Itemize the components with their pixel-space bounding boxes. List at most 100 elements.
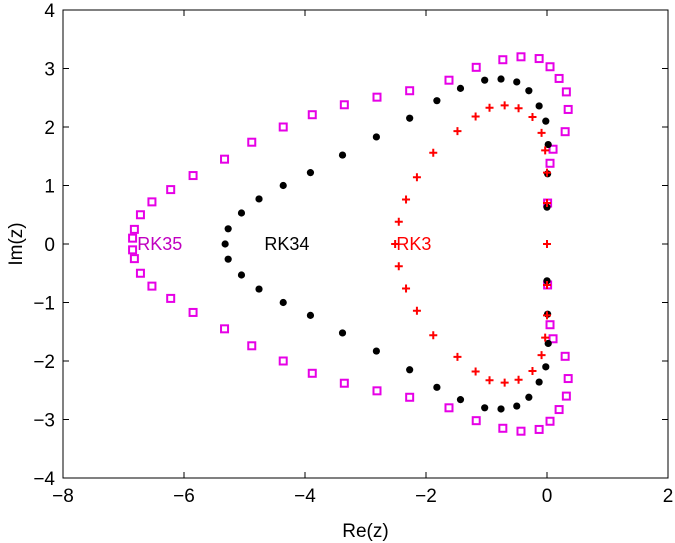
x-tick-label: −6 — [173, 486, 195, 507]
data-point — [128, 245, 138, 255]
data-point — [279, 181, 287, 190]
y-tick-label: 1 — [44, 177, 55, 198]
x-tick-label: 0 — [542, 486, 553, 507]
data-point — [412, 173, 421, 182]
x-tick-label: 2 — [663, 486, 674, 507]
data-point — [444, 403, 454, 413]
data-point — [561, 391, 571, 401]
data-point — [433, 97, 441, 105]
data-point — [135, 268, 145, 278]
data-point — [537, 128, 546, 137]
data-point — [278, 356, 288, 366]
data-point — [485, 103, 494, 112]
data-point — [563, 104, 573, 114]
data-point — [306, 169, 315, 177]
data-point — [456, 84, 465, 92]
data-point — [543, 311, 551, 320]
data-point — [247, 137, 257, 147]
data-point — [224, 255, 232, 263]
data-point — [188, 307, 198, 317]
data-point — [500, 101, 509, 110]
data-point — [307, 368, 317, 378]
data-point — [147, 197, 157, 207]
data-point — [548, 144, 558, 154]
data-point — [405, 86, 415, 96]
data-point — [543, 168, 551, 177]
y-tick-label: 3 — [44, 60, 55, 81]
data-point — [372, 347, 380, 355]
data-point — [554, 405, 564, 415]
data-point — [554, 73, 564, 83]
data-point — [498, 423, 508, 433]
data-point — [542, 117, 550, 125]
data-point — [545, 62, 555, 72]
data-point — [338, 329, 347, 337]
data-point — [516, 52, 526, 62]
data-point — [255, 285, 263, 293]
data-point — [535, 102, 543, 110]
data-point — [543, 240, 551, 248]
data-point — [560, 127, 570, 137]
data-point — [534, 424, 544, 434]
x-tick-label: −8 — [52, 486, 74, 507]
data-point — [391, 240, 400, 248]
data-point — [471, 367, 480, 376]
annotation-rk34: RK34 — [264, 234, 309, 254]
data-point — [339, 100, 349, 110]
data-point — [237, 209, 246, 217]
data-point — [129, 224, 139, 234]
data-point — [481, 404, 489, 412]
data-point — [220, 154, 230, 164]
data-point — [516, 426, 526, 436]
x-tick-label: −4 — [294, 486, 316, 507]
data-point — [135, 210, 145, 220]
data-point — [561, 87, 571, 97]
data-point — [247, 341, 257, 351]
data-point — [471, 416, 481, 426]
data-point — [560, 351, 570, 361]
data-point — [543, 277, 551, 285]
data-point — [412, 306, 421, 315]
data-point — [456, 396, 465, 404]
data-markers — [128, 52, 573, 436]
tick-labels: −8 −6 −4 −2 0 2 −4 −3 −2 −1 0 1 2 3 4 — [33, 1, 673, 507]
data-point — [541, 146, 550, 155]
data-point — [534, 54, 544, 64]
data-point — [307, 110, 317, 120]
data-point — [339, 378, 349, 388]
data-point — [147, 281, 157, 291]
data-point — [221, 240, 229, 248]
data-point — [481, 76, 489, 84]
annotation-rk3: RK3 — [396, 234, 431, 254]
series-annotations: RK35 RK34 RK3 — [137, 234, 431, 254]
data-point — [514, 375, 523, 384]
data-point — [188, 171, 198, 181]
data-point — [237, 271, 246, 279]
data-point — [563, 374, 573, 384]
data-point — [544, 339, 552, 348]
data-point — [402, 284, 411, 293]
data-point — [471, 112, 480, 121]
data-point — [485, 376, 494, 385]
data-point — [338, 151, 347, 159]
data-point — [433, 383, 441, 391]
data-point — [497, 75, 505, 83]
data-point — [128, 233, 138, 243]
data-point — [513, 402, 521, 410]
data-point — [541, 333, 550, 342]
data-point — [544, 140, 552, 149]
data-point — [528, 113, 537, 122]
data-point — [402, 195, 411, 204]
data-point — [224, 225, 232, 233]
data-point — [444, 75, 454, 85]
y-tick-label: −3 — [33, 411, 55, 432]
data-point — [166, 185, 176, 195]
data-point — [543, 199, 551, 208]
data-point — [525, 393, 533, 401]
data-point — [394, 262, 403, 271]
data-point — [543, 280, 551, 289]
data-point — [528, 366, 537, 375]
data-point — [406, 114, 414, 122]
data-point — [406, 366, 414, 374]
